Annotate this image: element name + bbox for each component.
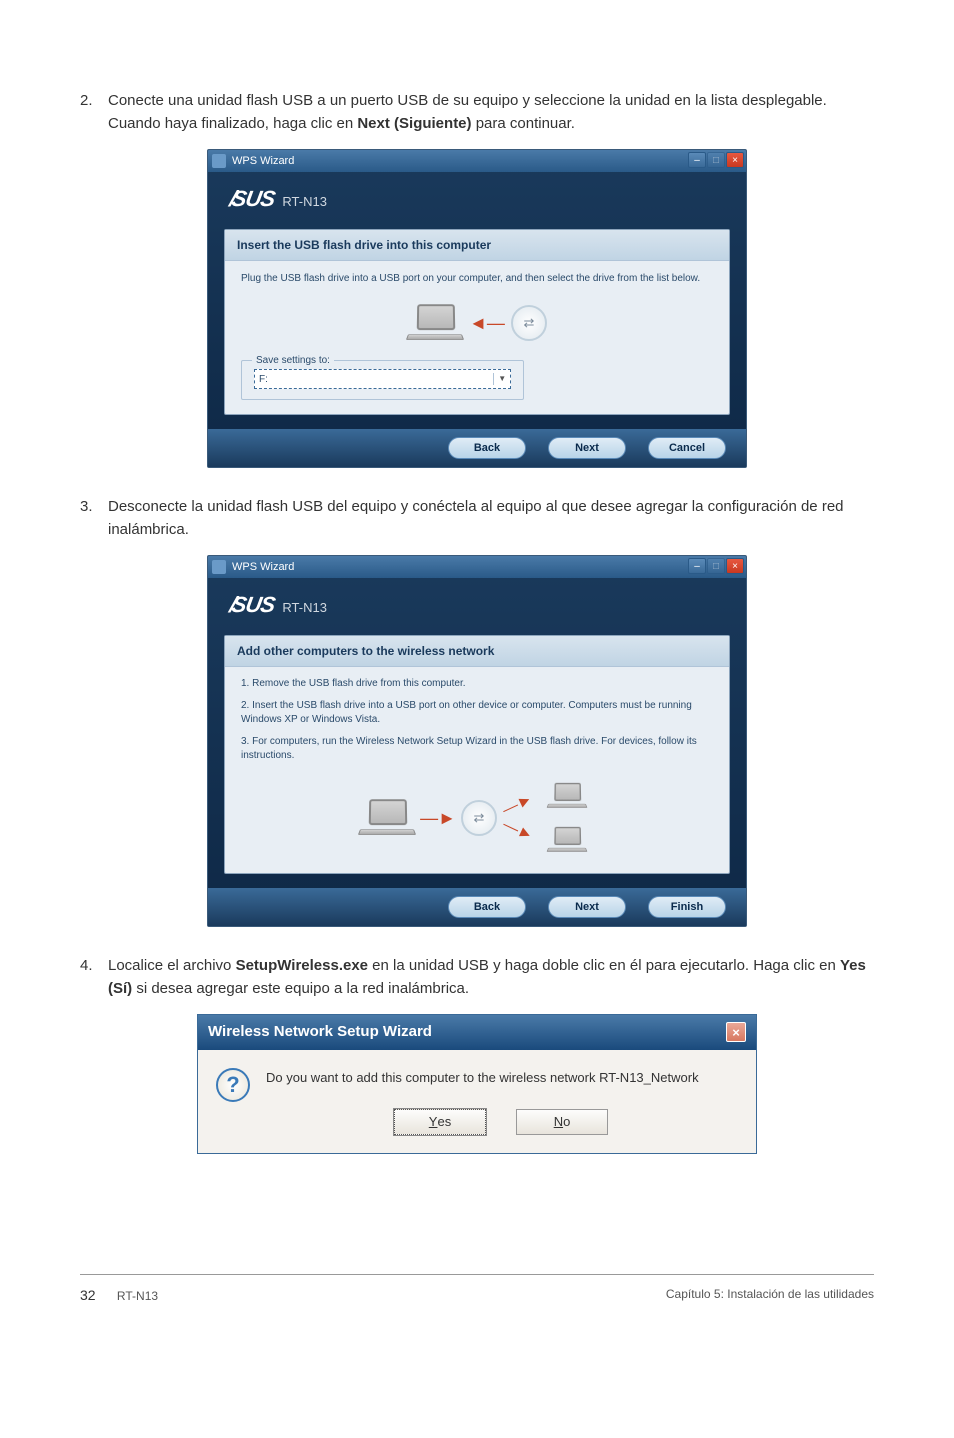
step-body: Conecte una unidad flash USB a un puerto… <box>108 90 874 135</box>
illustration: —► ⇄ —► —► <box>241 777 713 859</box>
dialog-title: WPS Wizard <box>232 153 294 170</box>
back-button[interactable]: Back <box>448 896 526 918</box>
question-icon: ? <box>216 1068 250 1102</box>
messagebox-titlebar: Wireless Network Setup Wizard × <box>198 1015 756 1050</box>
finish-button[interactable]: Finish <box>648 896 726 918</box>
step-text: Localice el archivo <box>108 957 236 974</box>
wizard-icon <box>212 560 226 574</box>
footer-right: Capítulo 5: Instalación de las utilidade… <box>666 1285 874 1306</box>
laptop-icon <box>359 799 415 837</box>
save-legend: Save settings to: <box>252 353 334 368</box>
arrow-left-icon: ◄— <box>469 310 505 337</box>
next-button[interactable]: Next <box>548 896 626 918</box>
message-box: Wireless Network Setup Wizard × ? Do you… <box>197 1014 757 1154</box>
back-button[interactable]: Back <box>448 437 526 459</box>
drive-value: F: <box>259 372 268 387</box>
wizard-icon <box>212 154 226 168</box>
step-2: 2. Conecte una unidad flash USB a un pue… <box>80 90 874 468</box>
step-bold: Next (Siguiente) <box>357 115 471 132</box>
asus-logo: SUS <box>227 182 277 215</box>
step-text-post: si desea agregar este equipo a la red in… <box>132 980 469 997</box>
dialog-title: WPS Wizard <box>232 559 294 576</box>
instruction-1: 1. Remove the USB flash drive from this … <box>241 677 713 691</box>
yes-button[interactable]: Yes <box>394 1109 486 1135</box>
panel-instruction: Plug the USB flash drive into a USB port… <box>241 271 713 286</box>
wizard-panel: Insert the USB flash drive into this com… <box>224 229 730 415</box>
no-mnemonic: N <box>554 1112 563 1132</box>
instruction-2: 2. Insert the USB flash drive into a USB… <box>241 699 713 727</box>
brand-area: SUS RT-N13 <box>208 172 746 225</box>
close-button[interactable]: × <box>726 1022 746 1042</box>
messagebox-content: Do you want to add this computer to the … <box>266 1068 736 1136</box>
page-footer: 32 RT-N13 Capítulo 5: Instalación de las… <box>80 1274 874 1306</box>
step-body: Localice el archivo SetupWireless.exe en… <box>108 955 874 1000</box>
button-bar: Back Next Finish <box>208 888 746 926</box>
laptop-icon <box>407 304 463 342</box>
messagebox-text: Do you want to add this computer to the … <box>266 1068 736 1088</box>
brand-area: SUS RT-N13 <box>208 578 746 631</box>
step-text-post: para continuar. <box>472 115 575 132</box>
instruction-3: 3. For computers, run the Wireless Netwo… <box>241 735 713 763</box>
wizard-panel: Add other computers to the wireless netw… <box>224 635 730 874</box>
cancel-button[interactable]: Cancel <box>648 437 726 459</box>
step-number: 4. <box>80 955 108 1000</box>
yes-mnemonic: Y <box>429 1112 438 1132</box>
model-label: RT-N13 <box>282 192 327 212</box>
save-settings-group: Save settings to: F: <box>241 360 524 400</box>
step-text-mid: en la unidad USB y haga doble clic en él… <box>368 957 840 974</box>
laptop-small-icon <box>547 783 586 810</box>
yes-label: es <box>437 1112 451 1132</box>
messagebox-title: Wireless Network Setup Wizard <box>208 1021 432 1044</box>
wps-wizard-dialog-2: WPS Wizard – □ × SUS RT-N13 Add other co… <box>207 555 747 927</box>
arrow-right-icon: —► <box>420 805 456 832</box>
close-button[interactable]: × <box>726 152 744 168</box>
maximize-button: □ <box>707 152 725 168</box>
step-number: 2. <box>80 90 108 135</box>
close-button[interactable]: × <box>726 558 744 574</box>
asus-logo: SUS <box>227 588 277 621</box>
arrow-diag-down-icon: —► <box>498 813 537 848</box>
footer-left: RT-N13 <box>117 1289 158 1303</box>
page-number: 32 <box>80 1287 96 1303</box>
next-button[interactable]: Next <box>548 437 626 459</box>
step-text: Desconecte la unidad flash USB del equip… <box>108 498 844 538</box>
wps-wizard-dialog-1: WPS Wizard – □ × SUS RT-N13 Insert the U… <box>207 149 747 468</box>
no-label: o <box>563 1112 570 1132</box>
step-3: 3. Desconecte la unidad flash USB del eq… <box>80 496 874 927</box>
step-4: 4. Localice el archivo SetupWireless.exe… <box>80 955 874 1154</box>
step-number: 3. <box>80 496 108 541</box>
illustration: ◄— ⇄ <box>241 304 713 342</box>
minimize-button[interactable]: – <box>688 152 706 168</box>
instructions-list: 1. Remove the USB flash drive from this … <box>241 677 713 763</box>
network-disc-icon: ⇄ <box>461 800 497 836</box>
button-bar: Back Next Cancel <box>208 429 746 467</box>
dialog-titlebar: WPS Wizard – □ × <box>208 556 746 578</box>
laptop-small-icon <box>547 827 586 854</box>
drive-select[interactable]: F: <box>254 369 511 389</box>
panel-header: Add other computers to the wireless netw… <box>225 636 729 667</box>
minimize-button[interactable]: – <box>688 558 706 574</box>
dialog-titlebar: WPS Wizard – □ × <box>208 150 746 172</box>
no-button[interactable]: No <box>516 1109 608 1135</box>
maximize-button: □ <box>707 558 725 574</box>
panel-header: Insert the USB flash drive into this com… <box>225 230 729 261</box>
model-label: RT-N13 <box>282 598 327 618</box>
network-disc-icon: ⇄ <box>511 305 547 341</box>
step-body: Desconecte la unidad flash USB del equip… <box>108 496 874 541</box>
step-bold: SetupWireless.exe <box>236 957 368 974</box>
